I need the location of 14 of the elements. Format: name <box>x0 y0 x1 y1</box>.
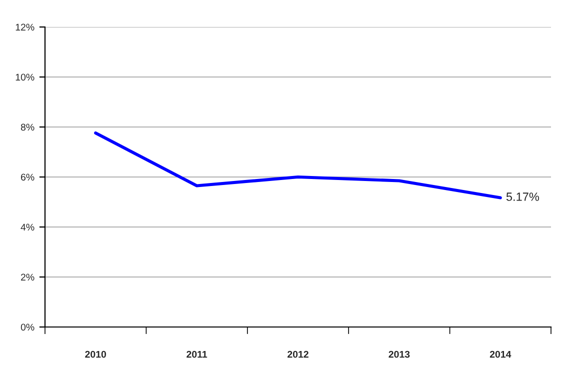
y-tick-label: 12% <box>16 24 34 31</box>
y-tick-label: 4% <box>20 224 34 231</box>
y-tick-label: 8% <box>20 124 34 131</box>
y-tick-label: 0% <box>20 324 34 331</box>
y-tick-label: 6% <box>21 174 34 181</box>
x-tick-label: 2013 <box>388 350 410 358</box>
y-tick-label: 10% <box>16 74 34 81</box>
y-tick-label: 2% <box>21 274 34 281</box>
line-series <box>94 131 502 200</box>
x-tick-label: 2012 <box>288 350 308 358</box>
data-label: 5.17% <box>506 192 540 201</box>
x-tick-label: 2010 <box>85 350 106 358</box>
x-tick-label: 2011 <box>186 350 208 358</box>
x-tick-label: 2014 <box>490 350 512 358</box>
